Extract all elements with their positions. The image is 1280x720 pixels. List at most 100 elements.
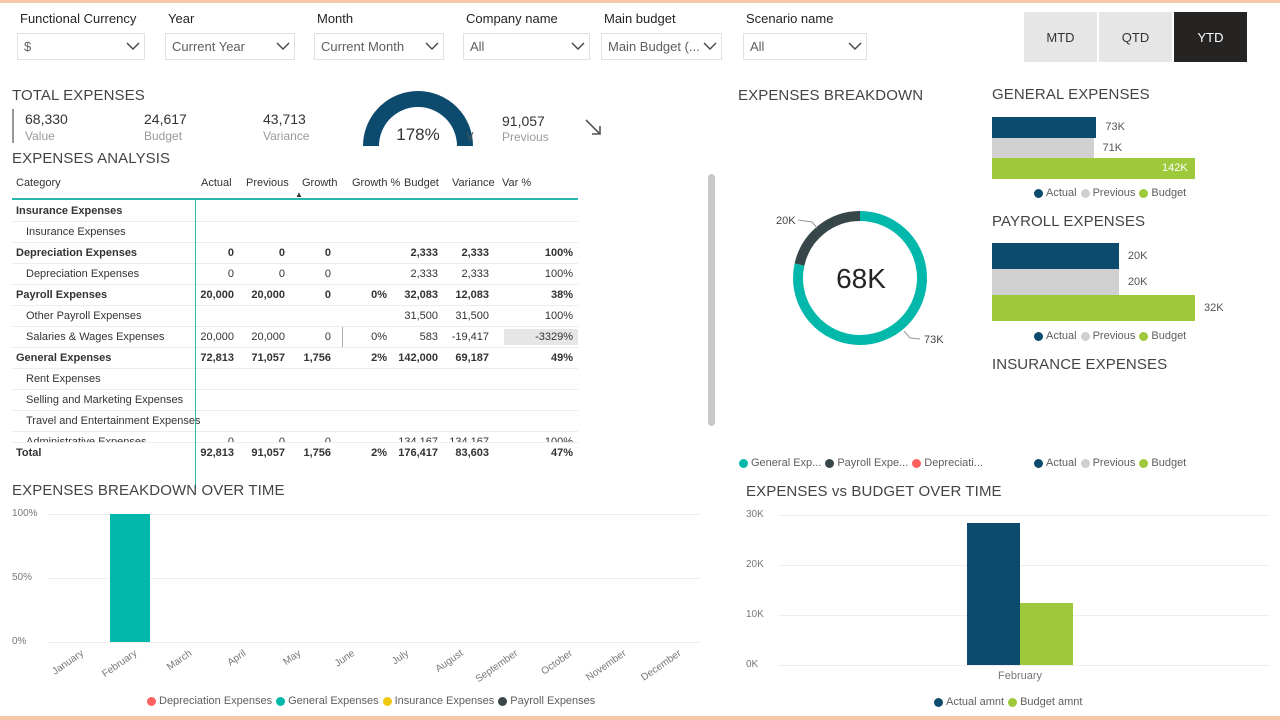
legend-item[interactable]: Actual [1034,330,1077,342]
general_expenses-bar-label-0: 73K [1105,121,1125,134]
column-header-4[interactable]: Growth % [352,177,401,189]
column-header-7[interactable]: Var % [502,177,532,189]
table-scrollbar[interactable] [708,174,715,426]
filter-dropdown-4[interactable]: Main Budget (... [601,33,722,60]
legend-item[interactable]: Depreciati... [912,457,983,469]
legend-label: Actual amnt [946,696,1005,708]
table-column-divider [195,200,196,488]
row-cell-2: 0 [278,436,285,443]
table-row[interactable]: Salaries & Wages Expenses 20,000 20,000 0 0%… [12,327,578,348]
table-row[interactable]: Depreciation Expenses 0 0 0 2,333 2,333 100% [12,243,578,264]
legend-item[interactable]: Budget [1139,457,1186,469]
table-row[interactable]: Insurance Expenses [12,222,578,243]
top-border [0,0,1280,3]
kpi-divider [12,109,14,143]
table-row[interactable]: General Expenses 72,813 71,057 1,756 2% 142,0… [12,348,578,369]
filter-value: All [750,39,765,54]
general_expenses-bar-0[interactable] [992,117,1097,138]
period-button-mtd[interactable]: MTD [1024,12,1097,62]
legend-label: Budget [1151,330,1187,342]
legend-item[interactable]: Actual [1034,457,1077,469]
row-cell-3: 0 [324,436,331,443]
chevron-down-icon [567,34,589,59]
legend-item[interactable]: Insurance Expenses [382,695,494,707]
budget-bar-0[interactable] [967,522,1020,665]
legend-dot-icon [1034,188,1043,198]
legend-item[interactable]: Budget [1139,187,1186,199]
general_expenses-bar-label-1: 71K [1102,141,1123,154]
filter-dropdown-2[interactable]: Current Month [314,33,444,60]
table-row[interactable]: Other Payroll Expenses 31,500 31,500 100% [12,306,578,327]
table-row[interactable]: Selling and Marketing Expenses [12,390,578,411]
legend-item[interactable]: General Expenses [276,695,379,707]
legend-dot-icon [1080,188,1090,198]
legend-item[interactable]: Actual [1034,187,1077,199]
column-header-5[interactable]: Budget [404,177,439,189]
legend-item[interactable]: Payroll Expenses [498,695,595,707]
donut-slice-1[interactable] [794,211,861,266]
column-header-2[interactable]: Previous [246,177,289,189]
x-tick-label: June [333,648,358,670]
bottom-border [0,716,1280,720]
gridline [778,515,1270,516]
legend-item[interactable]: Previous [1080,187,1135,199]
expenses-analysis-title: EXPENSES ANALYSIS [12,150,171,167]
x-tick-label: April [225,648,249,669]
legend-item[interactable]: Budget [1139,330,1186,342]
row-cell-5: 32,083 [404,289,438,301]
table-row[interactable]: Rent Expenses [12,369,578,390]
table-row[interactable]: Payroll Expenses 20,000 20,000 0 0% 32,083 12,… [12,285,578,306]
row-cell-6: 2,333 [461,247,489,259]
legend-item[interactable]: Actual amnt [934,696,1004,708]
column-header-3[interactable]: Growth [302,177,338,189]
filter-dropdown-3[interactable]: All [463,33,590,60]
column-header-1[interactable]: Actual [201,177,232,189]
legend-dot-icon [825,458,835,468]
legend-item[interactable]: Payroll Expe... [825,457,908,469]
legend-dot-icon [498,696,508,706]
filter-label-1: Year [168,11,195,26]
chevron-down-icon [844,34,866,59]
row-category: Rent Expenses [26,373,101,385]
general_expenses-bar-2[interactable] [992,158,1195,179]
table-row[interactable]: Administrative Expenses 0 0 0 134,167 134,167… [12,432,578,443]
row-category: Other Payroll Expenses [26,310,142,322]
filter-dropdown-1[interactable]: Current Year [165,33,295,60]
legend-item[interactable]: Depreciation Expenses [147,695,272,707]
legend-dot-icon [934,697,943,707]
column-header-0[interactable]: Category [16,177,61,189]
donut-slice-0[interactable] [793,211,927,345]
legend-label: Actual [1046,330,1077,342]
table-row[interactable]: Insurance Expenses [12,201,578,222]
row-cell-3: 0 [324,247,331,259]
y-tick-label: 20K [746,559,764,570]
general_expenses-bar-1[interactable] [992,137,1094,158]
legend-item[interactable]: Previous [1080,457,1135,469]
legend-label: Budget [1151,187,1187,199]
legend-dot-icon [739,458,748,468]
row-cell-5: 2,333 [410,268,438,280]
table-row[interactable]: Travel and Entertainment Expenses [12,411,578,432]
period-button-qtd[interactable]: QTD [1099,12,1172,62]
donut-label-small: 20K [776,215,796,227]
legend-item[interactable]: Budget amnt [1008,696,1082,708]
donut-label-large: 73K [924,334,944,346]
payroll_expenses-bar-0[interactable] [992,243,1119,269]
column-header-6[interactable]: Variance [452,177,495,189]
payroll_expenses-bar-2[interactable] [992,295,1195,321]
legend-item[interactable]: General Exp... [739,457,821,469]
row-cell-4: 2% [371,352,387,364]
filter-dropdown-0[interactable]: $ [17,33,145,60]
time-bar-february-1[interactable] [109,514,150,642]
total-cell-7: 47% [550,447,573,459]
filter-dropdown-5[interactable]: All [743,33,867,60]
legend-label: General Expenses [288,695,379,707]
payroll_expenses-bar-1[interactable] [992,269,1119,295]
legend-item[interactable]: Previous [1080,330,1135,342]
legend-dot-icon [1034,331,1043,341]
period-button-ytd[interactable]: YTD [1174,12,1247,62]
x-tick-label: March [165,648,195,673]
table-row[interactable]: Depreciation Expenses 0 0 0 2,333 2,333 100% [12,264,578,285]
expenses-breakdown-donut: 68K 20K 73K [776,211,944,346]
budget-bar-1[interactable] [1020,602,1073,665]
